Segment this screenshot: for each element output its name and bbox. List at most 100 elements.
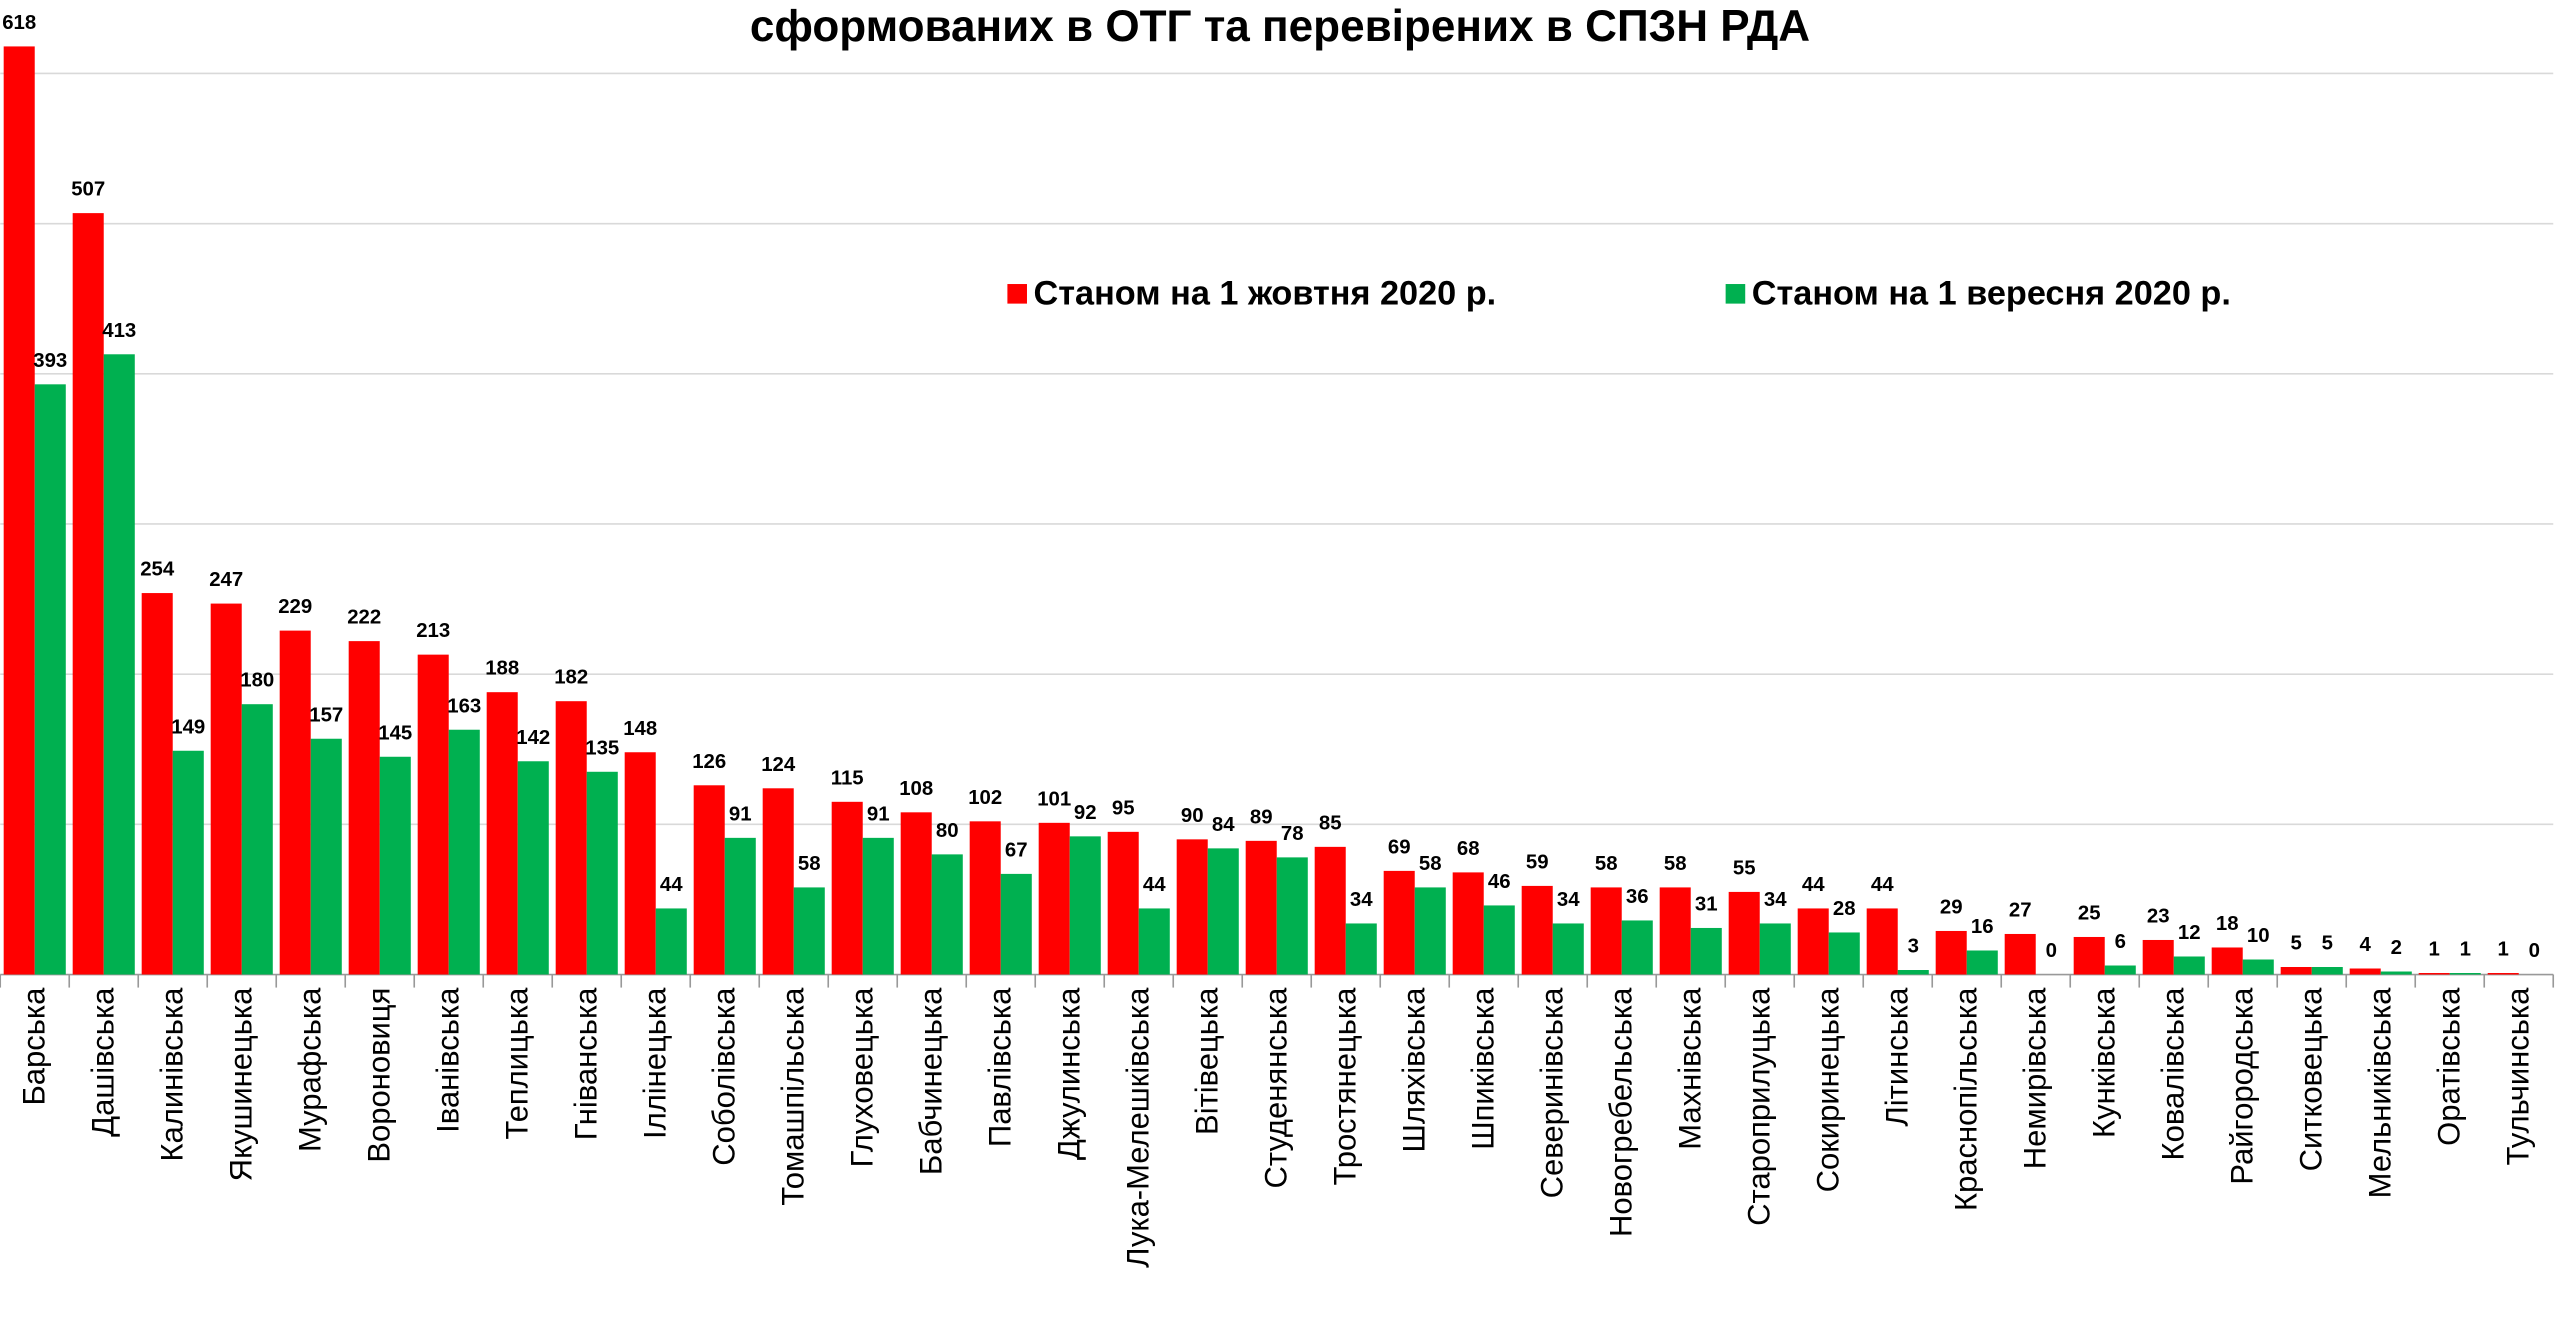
bar [762, 788, 794, 975]
x-tick-label: Мурафська [293, 987, 328, 1152]
value-label: 92 [1074, 802, 1097, 824]
bar [310, 738, 342, 975]
x-tick-label: Тростянецька [1328, 987, 1363, 1186]
bar [900, 812, 932, 975]
value-label: 247 [209, 569, 243, 591]
bar [2280, 967, 2312, 975]
value-label: 44 [1871, 874, 1894, 896]
value-label: 188 [485, 658, 519, 680]
value-label: 18 [2216, 913, 2239, 935]
x-tick-label: Северинівська [1535, 987, 1570, 1199]
value-label: 229 [278, 596, 312, 618]
bar [1935, 930, 1967, 975]
value-label: 0 [2529, 940, 2540, 962]
value-label: 27 [2009, 900, 2032, 922]
x-tick-label: Джулинська [1052, 987, 1087, 1160]
x-tick-label: Немирівська [2018, 987, 2053, 1169]
value-label: 126 [692, 751, 726, 773]
bar [172, 750, 204, 975]
bar [517, 761, 549, 975]
value-label: 78 [1281, 823, 1304, 845]
bar [1138, 908, 1170, 975]
value-label: 68 [1457, 838, 1480, 860]
bar [586, 771, 618, 975]
value-label: 67 [1005, 839, 1028, 861]
value-label: 34 [1764, 889, 1787, 911]
value-label: 6 [2115, 931, 2126, 953]
x-tick-label: Вітівецька [1190, 987, 1225, 1135]
bar [1521, 885, 1553, 975]
bar [103, 354, 135, 975]
value-label: 91 [867, 803, 890, 825]
value-label: 4 [2360, 934, 2372, 956]
value-label: 16 [1971, 916, 1994, 938]
value-label: 55 [1733, 857, 1756, 879]
bar [1000, 873, 1032, 975]
x-tick-label: Барська [17, 987, 52, 1106]
bar [1414, 887, 1446, 975]
bar [2487, 973, 2519, 975]
bar [693, 785, 725, 975]
bar [72, 213, 104, 975]
x-tick-label: Літинська [1880, 987, 1915, 1127]
value-label: 102 [968, 787, 1002, 809]
bar [1452, 872, 1484, 975]
x-tick-label: Павлівська [983, 987, 1018, 1147]
value-label: 254 [140, 559, 175, 581]
bar [1107, 831, 1139, 975]
value-label: 10 [2247, 925, 2270, 947]
value-label: 108 [899, 778, 933, 800]
value-label: 135 [585, 737, 619, 759]
value-label: 23 [2147, 906, 2170, 928]
bar [1866, 908, 1898, 975]
x-tick-label: Ситковецька [2294, 987, 2329, 1172]
x-tick-label: Студенянська [1259, 987, 1294, 1189]
bar [724, 837, 756, 975]
x-tick-label: Ковалівська [2156, 987, 2191, 1161]
bar [2242, 959, 2274, 975]
x-tick-label: Староприлуцька [1742, 987, 1777, 1226]
bar [1966, 950, 1998, 975]
bar [1759, 923, 1791, 975]
bar [1690, 927, 1722, 975]
x-tick-label: Гніванська [569, 987, 604, 1140]
value-label: 44 [1802, 874, 1825, 896]
bar [1897, 970, 1929, 975]
bar [1069, 836, 1101, 975]
value-label: 58 [798, 853, 821, 875]
legend-swatch [1007, 284, 1027, 304]
x-tick-label: Новогребельська [1604, 987, 1639, 1237]
bar [1552, 923, 1584, 975]
value-label: 59 [1526, 851, 1549, 873]
bar [448, 729, 480, 975]
value-label: 58 [1419, 853, 1442, 875]
value-label: 1 [2498, 939, 2509, 961]
x-tick-label: Махнівська [1673, 987, 1708, 1150]
x-tick-label: Томашпільська [776, 987, 811, 1206]
x-tick-label: Якушинецька [224, 987, 259, 1181]
x-tick-label: Оратівська [2432, 987, 2467, 1146]
bar [2104, 965, 2136, 975]
bar [793, 887, 825, 975]
value-label: 149 [171, 716, 205, 738]
value-label: 413 [102, 320, 136, 342]
x-tick-label: Вороновиця [362, 988, 397, 1163]
bar [1314, 846, 1346, 975]
bar [34, 384, 66, 975]
value-label: 34 [1350, 889, 1373, 911]
value-label: 29 [1940, 897, 1963, 919]
bar [417, 654, 449, 975]
x-tick-label: Соболівська [707, 987, 742, 1166]
value-label: 25 [2078, 903, 2101, 925]
bar [2211, 947, 2243, 975]
value-label: 213 [416, 620, 450, 642]
value-label: 46 [1488, 871, 1511, 893]
chart-title: сформованих в ОТГ та перевірених в СПЗН … [750, 2, 1810, 51]
bar [1383, 870, 1415, 975]
value-label: 80 [936, 820, 959, 842]
bar [1828, 932, 1860, 975]
x-tick-label: Іванівська [431, 987, 466, 1133]
x-tick-label: Глуховецька [845, 987, 880, 1168]
bar [2418, 973, 2450, 975]
